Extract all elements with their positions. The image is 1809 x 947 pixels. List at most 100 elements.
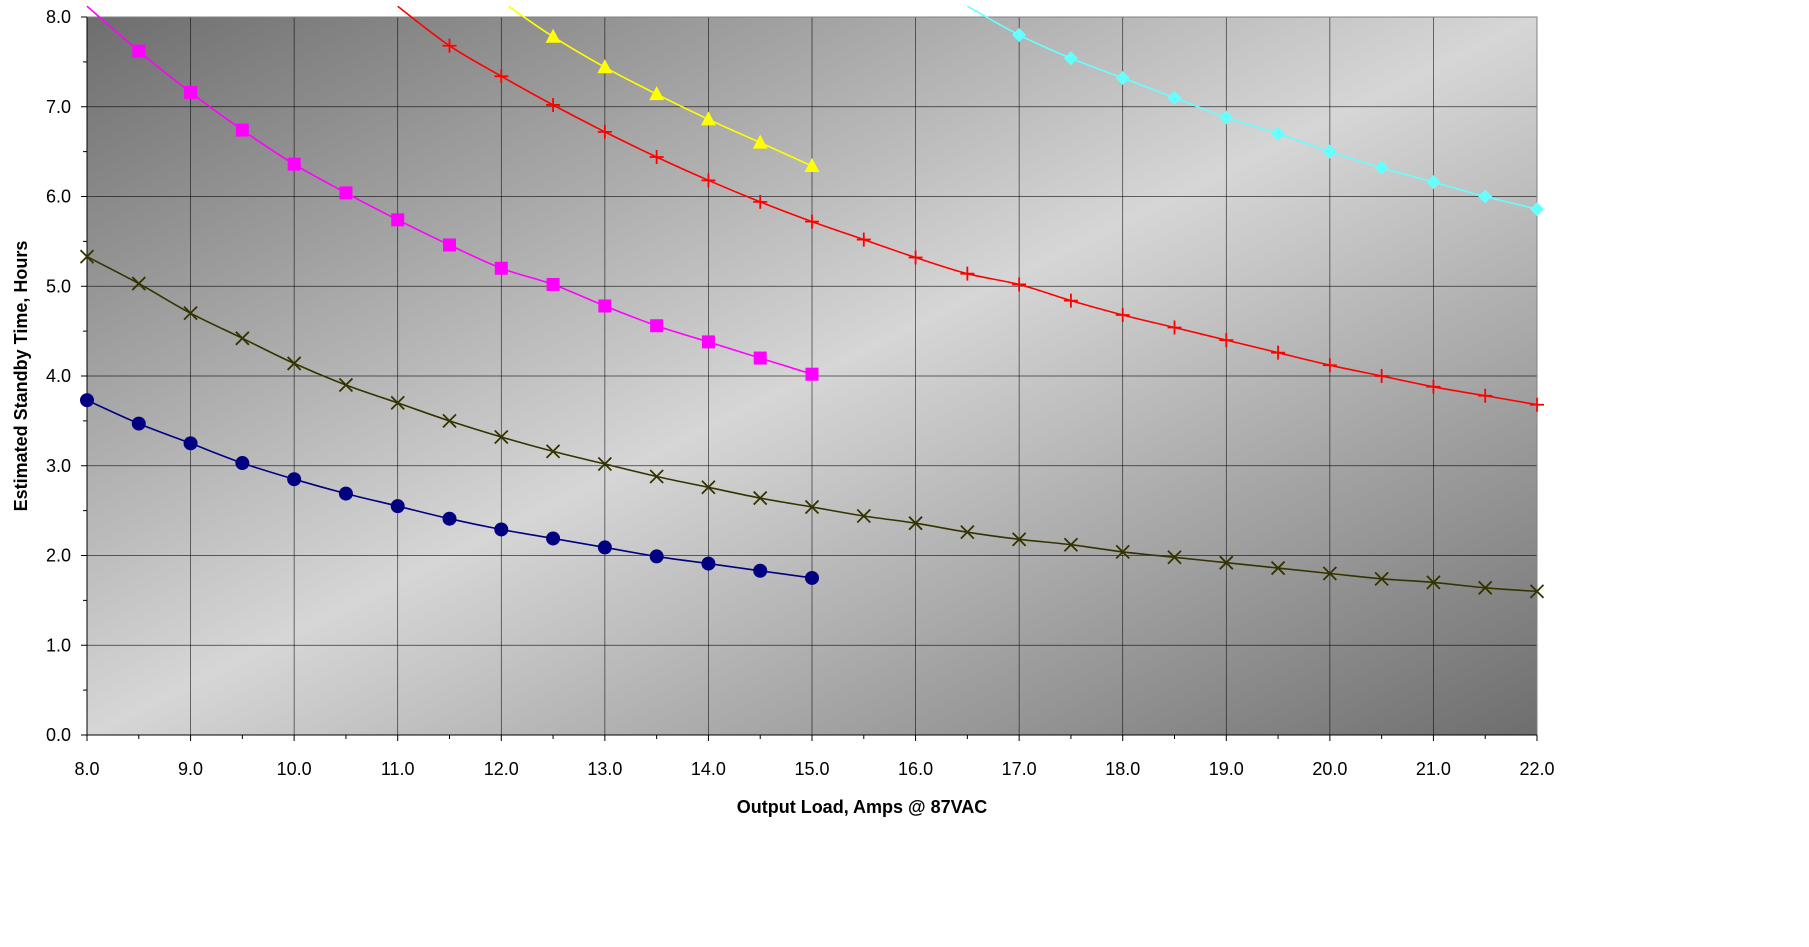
data-point (1167, 320, 1182, 335)
data-point (235, 456, 250, 471)
series-4 (397, 5, 1544, 412)
data-point (287, 472, 302, 487)
data-point (494, 261, 508, 275)
data-point (1063, 293, 1078, 308)
data-point (701, 480, 716, 495)
data-point (650, 319, 664, 333)
series-1 (80, 393, 819, 585)
data-point (80, 393, 94, 408)
data-point (442, 38, 457, 53)
data-point (390, 499, 405, 514)
x-tick-label: 15.0 (794, 759, 829, 779)
data-point (390, 395, 405, 411)
x-tick-label: 12.0 (484, 759, 519, 779)
y-tick-label: 1.0 (46, 635, 71, 655)
data-point (545, 28, 561, 43)
data-point (1219, 555, 1234, 570)
data-point (1530, 202, 1544, 217)
data-point (184, 85, 198, 99)
data-point (856, 232, 871, 247)
data-point (183, 306, 198, 321)
data-point (494, 429, 509, 445)
data-point (1219, 110, 1234, 125)
data-point (494, 69, 509, 84)
data-point (1167, 90, 1182, 105)
data-point (960, 525, 975, 540)
data-point (597, 59, 613, 74)
series-layer (79, 5, 1545, 599)
data-point (805, 570, 819, 585)
data-point (908, 516, 923, 531)
y-tick-label: 7.0 (46, 97, 71, 117)
x-axis-title: Output Load, Amps @ 87VAC (737, 797, 988, 817)
data-point (1271, 345, 1286, 360)
series-5 (508, 5, 820, 172)
data-point (1063, 537, 1079, 552)
data-point (1478, 189, 1493, 204)
data-point (700, 111, 716, 126)
data-point (753, 563, 768, 578)
axes (81, 16, 1538, 741)
series-3 (86, 5, 819, 381)
data-point (1426, 575, 1441, 590)
data-point (753, 351, 767, 365)
x-tick-label: 20.0 (1312, 759, 1347, 779)
data-point (339, 186, 353, 200)
data-point (1322, 566, 1337, 581)
data-point (494, 522, 509, 537)
data-point (183, 436, 198, 451)
x-tick-label: 21.0 (1416, 759, 1451, 779)
data-point (805, 367, 819, 381)
data-point (131, 416, 146, 431)
y-tick-label: 5.0 (46, 276, 71, 296)
data-point (649, 150, 664, 165)
data-point (1374, 571, 1389, 586)
data-point (338, 377, 354, 393)
tick-labels: 8.0 9.0 10.0 11.0 12.0 13.0 14.0 15.0 16.0 17.0 18… (46, 7, 1555, 779)
data-point (1012, 532, 1027, 547)
data-point (1012, 27, 1027, 42)
data-point (442, 511, 457, 526)
data-point (391, 213, 405, 227)
data-point (701, 335, 715, 349)
data-point (1426, 175, 1441, 190)
data-point (1478, 388, 1493, 403)
data-point (546, 97, 561, 112)
data-point (649, 549, 664, 564)
data-point (1115, 71, 1130, 86)
data-point (1478, 580, 1493, 595)
x-tick-label: 17.0 (1002, 759, 1037, 779)
data-point (1115, 307, 1130, 322)
y-tick-label: 3.0 (46, 456, 71, 476)
data-point (753, 194, 768, 209)
x-tick-label: 10.0 (277, 759, 312, 779)
data-point (235, 123, 249, 137)
data-point (597, 456, 612, 472)
data-point (908, 250, 923, 265)
data-point (752, 134, 768, 149)
data-point (1322, 144, 1337, 159)
data-point (442, 413, 457, 429)
y-tick-label: 8.0 (46, 7, 71, 27)
y-tick-label: 0.0 (46, 725, 71, 745)
data-point (805, 214, 819, 229)
x-tick-label: 14.0 (691, 759, 726, 779)
data-point (443, 238, 456, 252)
data-point (1167, 550, 1182, 565)
x-tick-label: 22.0 (1519, 759, 1554, 779)
y-tick-label: 6.0 (46, 187, 71, 207)
data-point (960, 266, 975, 281)
data-point (856, 508, 871, 524)
data-point (1426, 379, 1441, 394)
data-point (287, 356, 302, 371)
series-6 (967, 5, 1544, 217)
x-tick-label: 8.0 (74, 759, 99, 779)
data-point (598, 299, 612, 313)
data-point (1115, 544, 1130, 560)
data-point (804, 157, 820, 172)
data-point (597, 124, 612, 139)
data-point (338, 486, 353, 501)
x-tick-label: 13.0 (587, 759, 622, 779)
data-point (546, 531, 561, 546)
